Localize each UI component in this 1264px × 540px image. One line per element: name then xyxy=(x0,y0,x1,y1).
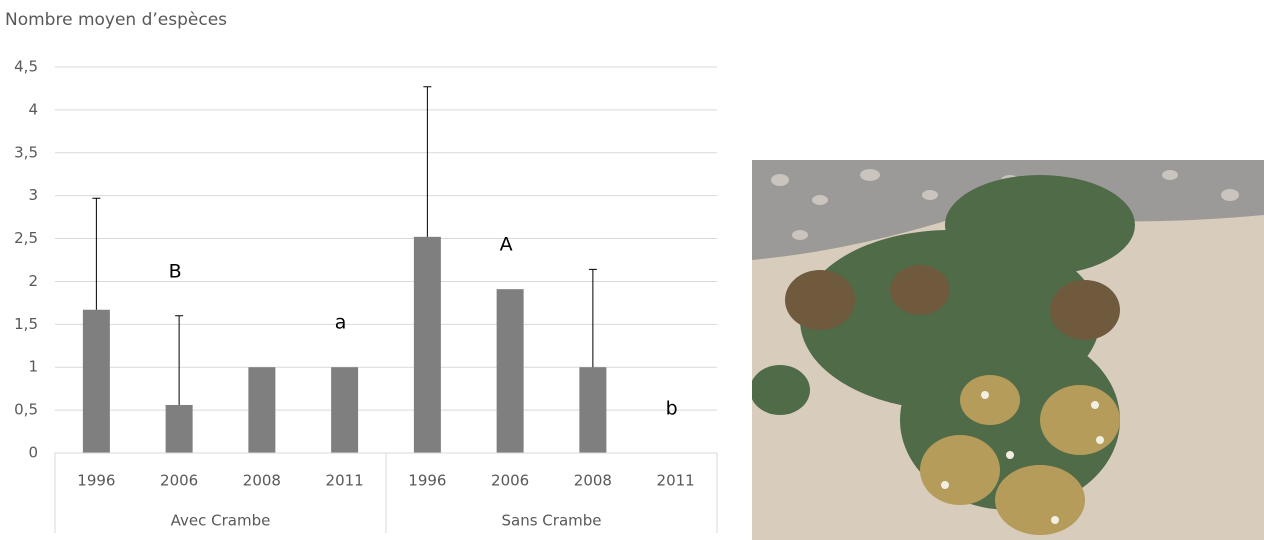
bar xyxy=(248,367,276,453)
y-tick-label: 2 xyxy=(28,272,38,290)
chart-title: Nombre moyen d’espèces xyxy=(5,10,227,30)
error-bar xyxy=(92,197,101,310)
x-tick-label: 2008 xyxy=(574,472,612,490)
error-bar xyxy=(423,86,432,237)
y-tick-label: 4,5 xyxy=(14,58,38,76)
group-label: Sans Crambe xyxy=(502,512,602,530)
y-tick-label: 3,5 xyxy=(14,143,38,161)
y-tick-label: 1 xyxy=(28,358,38,376)
bar xyxy=(496,289,524,453)
annotation: A xyxy=(500,234,513,256)
bar xyxy=(82,309,110,453)
y-tick-label: 2,5 xyxy=(14,229,38,247)
x-tick-label: 2008 xyxy=(243,472,281,490)
x-tick-label: 1996 xyxy=(77,472,115,490)
group-label: Avec Crambe xyxy=(171,512,271,530)
annotation: a xyxy=(335,312,347,334)
annotation: B xyxy=(169,260,182,282)
bar xyxy=(331,367,359,453)
annotation: b xyxy=(666,398,678,420)
error-bar xyxy=(175,315,184,405)
y-tick-label: 3 xyxy=(28,186,38,204)
bar xyxy=(165,404,193,453)
error-bar xyxy=(588,268,597,368)
x-tick-label: 1996 xyxy=(408,472,446,490)
y-tick-label: 0,5 xyxy=(14,401,38,419)
bar xyxy=(413,236,441,453)
y-tick-label: 0 xyxy=(28,444,38,462)
x-tick-label: 2011 xyxy=(326,472,364,490)
x-tick-label: 2006 xyxy=(160,472,198,490)
x-tick-label: 2011 xyxy=(657,472,695,490)
bar xyxy=(579,367,607,453)
chart: 0 0,5 1 1,5 2 2,5 3 3,5 4 4,5 Avec Crambe Sans Cram… xyxy=(14,58,718,533)
photo xyxy=(752,160,1264,540)
y-tick-label: 1,5 xyxy=(14,315,38,333)
x-tick-label: 2006 xyxy=(491,472,529,490)
y-tick-label: 4 xyxy=(28,100,38,118)
